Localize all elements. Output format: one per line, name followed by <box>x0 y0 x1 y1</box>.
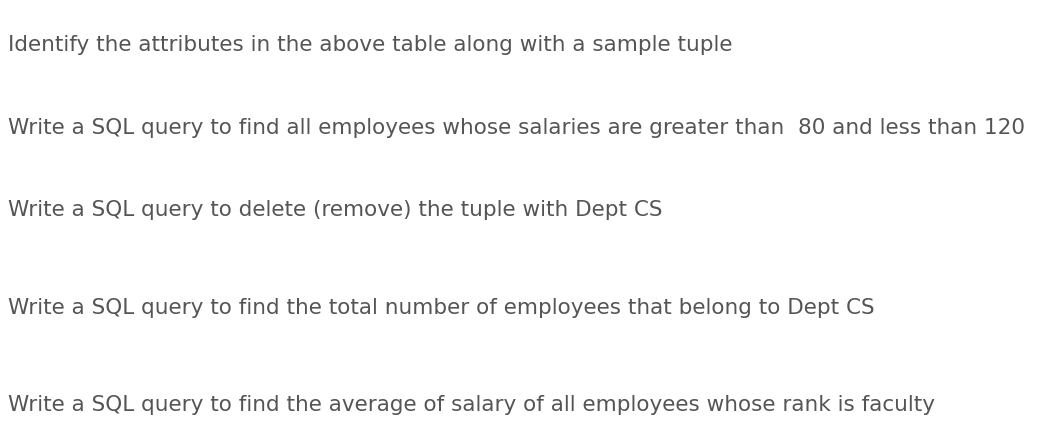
Text: Write a SQL query to find the total number of employees that belong to Dept CS: Write a SQL query to find the total numb… <box>8 298 874 318</box>
Text: Write a SQL query to find all employees whose salaries are greater than  80 and : Write a SQL query to find all employees … <box>8 118 1025 138</box>
Text: Write a SQL query to delete (remove) the tuple with Dept CS: Write a SQL query to delete (remove) the… <box>8 200 662 220</box>
Text: Write a SQL query to find the average of salary of all employees whose rank is f: Write a SQL query to find the average of… <box>8 395 935 415</box>
Text: Identify the attributes in the above table along with a sample tuple: Identify the attributes in the above tab… <box>8 35 732 55</box>
